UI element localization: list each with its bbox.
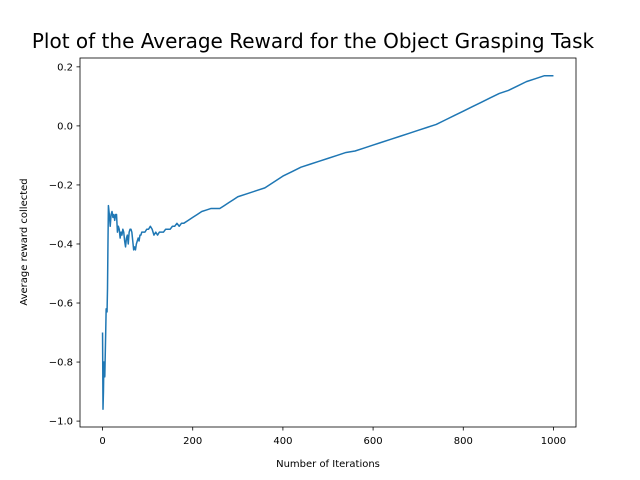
y-tick-label: 0.0: [57, 121, 73, 132]
y-tick-label: −0.2: [49, 180, 73, 191]
x-tick-label: 0: [99, 436, 105, 447]
plot-frame: [79, 57, 577, 428]
x-tick-label: 400: [273, 436, 292, 447]
y-tick-label: −1.0: [49, 417, 73, 428]
plot-area: [80, 58, 576, 427]
x-tick-label: 800: [454, 436, 473, 447]
x-axis-ticks: 0 200 400 600 800 1000: [99, 427, 566, 447]
y-axis-label: Average reward collected: [19, 178, 30, 305]
y-tick-label: −0.8: [49, 358, 73, 369]
chart-title: Plot of the Average Reward for the Objec…: [32, 29, 595, 53]
series-line: [101, 74, 554, 411]
x-tick-label: 200: [183, 436, 202, 447]
y-tick-label: 0.2: [57, 62, 73, 73]
x-tick-label: 600: [364, 436, 383, 447]
y-axis-ticks: −1.0 −0.8 −0.6 −0.4 −0.2 0.0 0.2: [49, 62, 80, 428]
y-tick-label: −0.6: [49, 299, 73, 310]
y-tick-label: −0.4: [49, 239, 73, 250]
x-tick-label: 1000: [541, 436, 566, 447]
x-axis-label: Number of Iterations: [276, 459, 380, 470]
